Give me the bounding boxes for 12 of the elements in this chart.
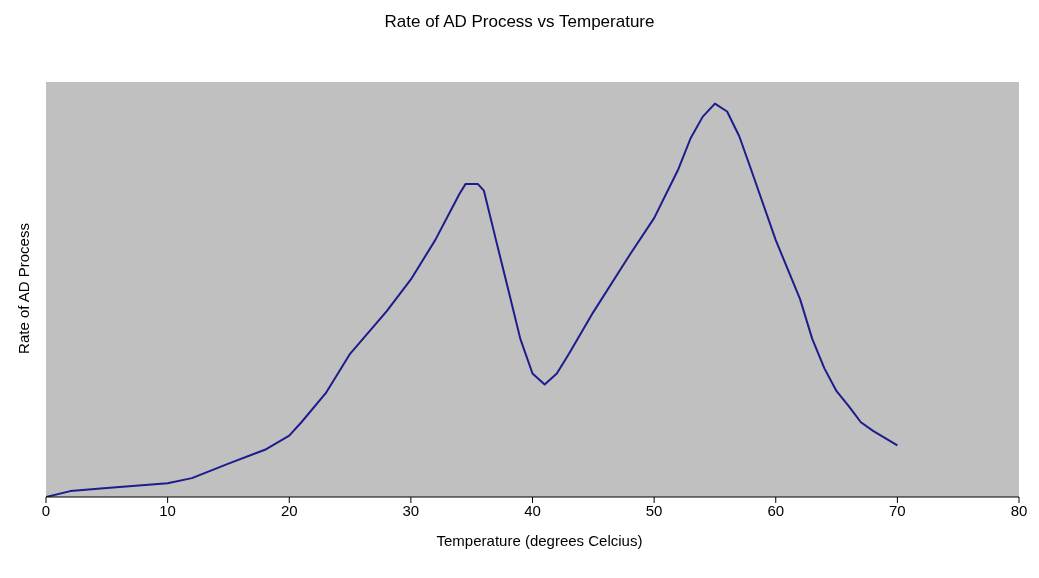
chart-title: Rate of AD Process vs Temperature bbox=[383, 11, 656, 33]
x-tick-label: 60 bbox=[767, 501, 785, 519]
x-tick-label: 80 bbox=[1010, 501, 1028, 519]
y-axis-title: Rate of AD Process bbox=[14, 222, 32, 354]
x-tick-label: 0 bbox=[41, 501, 51, 519]
x-axis-title: Temperature (degrees Celcius) bbox=[435, 532, 644, 549]
x-tick-label: 50 bbox=[645, 501, 663, 519]
x-tick-label: 30 bbox=[402, 501, 420, 519]
x-tick-label: 20 bbox=[280, 501, 298, 519]
x-tick-label: 10 bbox=[159, 501, 176, 519]
x-tick-label: 70 bbox=[889, 501, 906, 519]
x-tick-label: 40 bbox=[524, 501, 541, 519]
